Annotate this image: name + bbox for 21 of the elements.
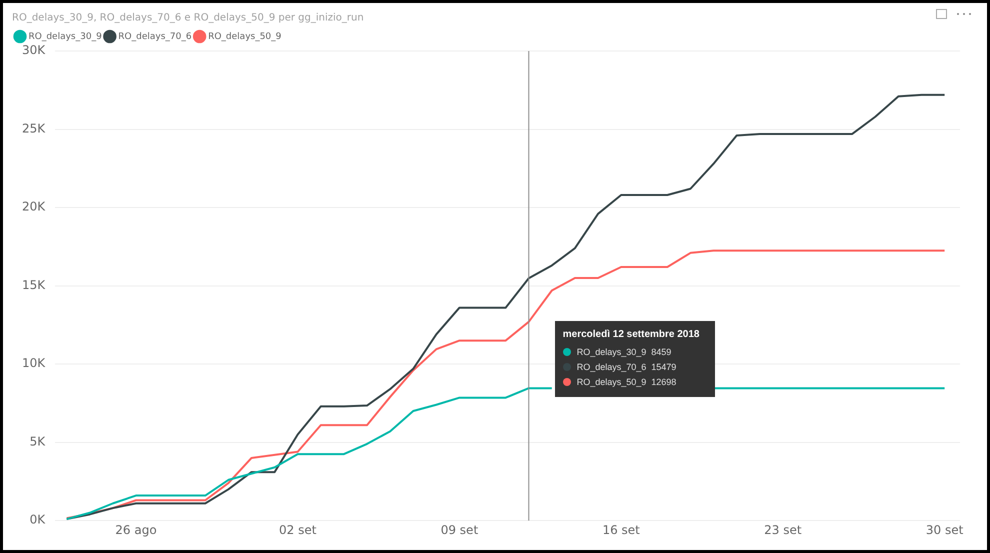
y-tick-label: 25K xyxy=(22,121,46,136)
chart-title: RO_delays_30_9, RO_delays_70_6 e RO_delays_50_9 per gg_inizio_run xyxy=(12,12,364,24)
x-tick-label: 16 set xyxy=(602,522,640,537)
y-tick-label: 5K xyxy=(30,434,46,448)
x-tick-label: 23 set xyxy=(764,522,802,537)
y-tick-label: 10K xyxy=(22,356,46,370)
legend-label: RO_delays_70_6 xyxy=(118,32,192,42)
annotation: mercoledì 12 settembre 2018 xyxy=(562,329,700,340)
legend-label: RO_delays_50_9 xyxy=(208,32,282,42)
x-tick-label: 02 set xyxy=(279,522,317,537)
annotation: RO_delays_70_6 15479 xyxy=(576,362,676,372)
x-tick-label: 30 set xyxy=(926,522,964,537)
annotation: RO_delays_50_9 12698 xyxy=(576,376,676,387)
x-tick-label: 26 ago xyxy=(115,522,157,537)
legend-label: RO_delays_30_9 xyxy=(28,32,102,42)
y-tick-label: 0K xyxy=(30,512,46,527)
y-tick-label: 20K xyxy=(22,200,46,214)
annotation: RO_delays_30_9 8459 xyxy=(576,346,672,357)
y-tick-label: 15K xyxy=(22,278,46,292)
y-tick-label: 30K xyxy=(22,43,46,58)
x-tick-label: 09 set xyxy=(440,522,478,537)
